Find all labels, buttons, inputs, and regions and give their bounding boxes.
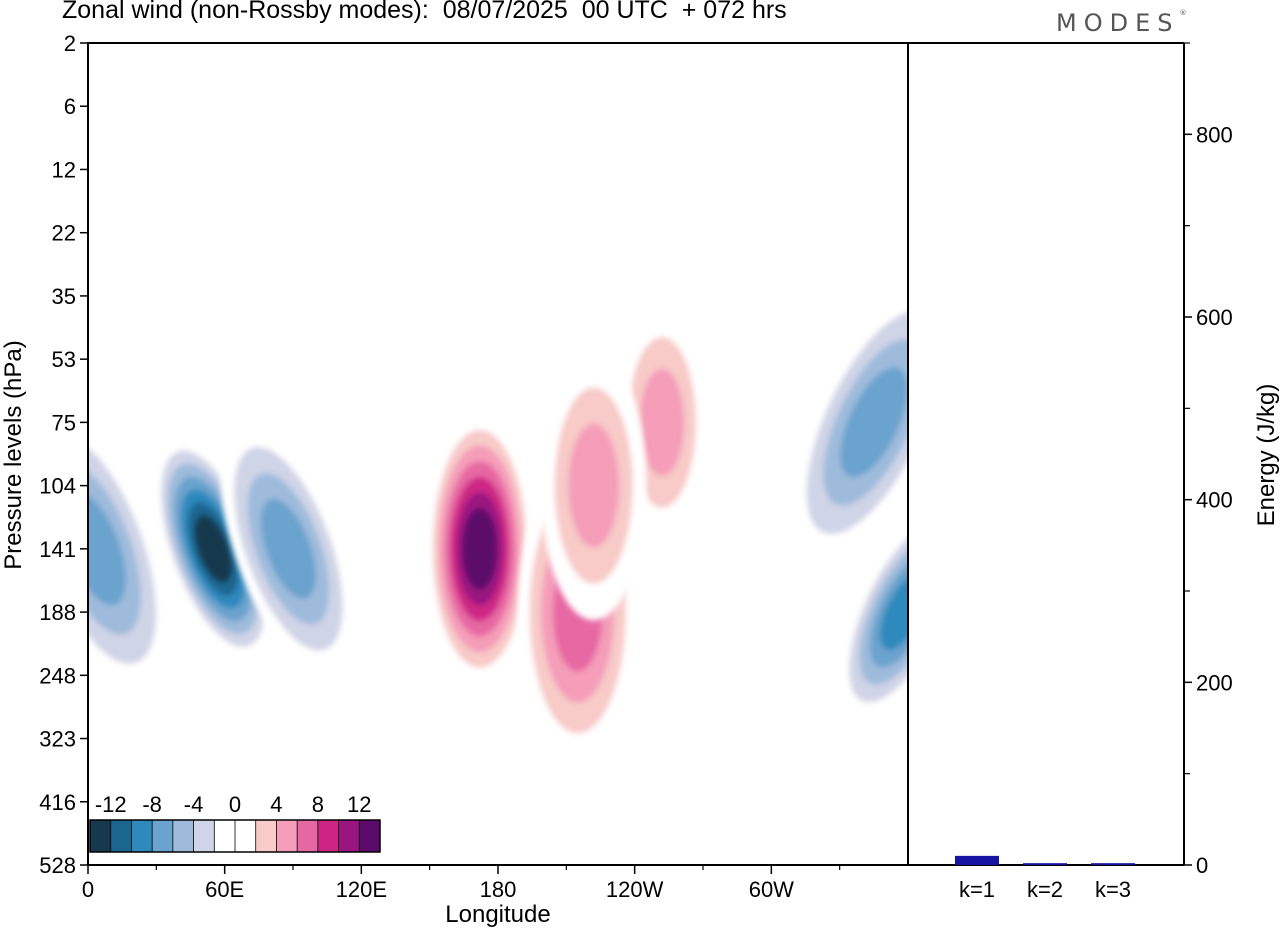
- y-tick-label: 53: [52, 347, 76, 372]
- brand-mark: ®: [1179, 9, 1187, 17]
- colorbar-label: 4: [270, 792, 282, 817]
- x-tick-label: 120E: [336, 877, 387, 902]
- x-axis-label: Longitude: [445, 901, 550, 928]
- colorbar-swatch: [110, 820, 132, 852]
- y-tick-label: 248: [39, 663, 76, 688]
- y-tick-label: 416: [39, 790, 76, 815]
- colorbar-label: -8: [142, 792, 162, 817]
- y-tick-label: 22: [52, 221, 76, 246]
- brand-text: MODES: [1056, 9, 1180, 37]
- colorbar-label: 12: [347, 792, 371, 817]
- colorbar-swatch: [214, 820, 236, 852]
- energy-bar: [1023, 863, 1067, 865]
- energy-bar-label: k=3: [1095, 877, 1131, 902]
- energy-bar: [955, 855, 999, 865]
- y-tick-label: 104: [39, 474, 76, 499]
- energy-bars: k=1 k=2 k=3: [955, 855, 1135, 902]
- y-tick-label: 2: [64, 31, 76, 56]
- colorbar-label: -4: [184, 792, 204, 817]
- wind-contour: [88, 492, 126, 606]
- colorbar-label: -12: [95, 792, 127, 817]
- wind-contour: [840, 367, 908, 478]
- colorbar-swatch: [359, 820, 381, 852]
- wind-feature: [426, 414, 533, 684]
- colorbar-swatch: [276, 820, 298, 852]
- energy-bar: [1091, 863, 1135, 865]
- energy-bar-label: k=2: [1027, 877, 1063, 902]
- energy-tick-label: 200: [1196, 670, 1233, 695]
- colorbar-swatch: [317, 820, 340, 852]
- colorbar-swatch: [255, 820, 277, 852]
- y-tick-label: 75: [52, 410, 76, 435]
- y-tick-label: 35: [52, 284, 76, 309]
- brand-logo: MODES®: [1056, 9, 1186, 37]
- y-tick-label: 12: [52, 157, 76, 182]
- energy-axis: 0 200 400 600 800: [1184, 42, 1233, 878]
- x-tick-label: 0: [82, 877, 94, 902]
- colorbar-swatch: [193, 820, 215, 852]
- colorbar-swatch: [338, 820, 360, 852]
- energy-bar-label: k=1: [959, 877, 995, 902]
- y-tick-label: 528: [39, 853, 76, 878]
- wind-feature: [789, 282, 908, 563]
- energy-tick-label: 400: [1196, 488, 1233, 513]
- wind-contour: [880, 574, 908, 650]
- wind-feature: [154, 437, 273, 660]
- wind-contour: [568, 423, 619, 548]
- y-tick-label: 6: [64, 94, 76, 119]
- energy-panel-frame: [908, 42, 1185, 866]
- x-tick-label: 180: [480, 877, 517, 902]
- wind-contour: [194, 515, 232, 583]
- colorbar-swatch: [90, 820, 112, 852]
- x-tick-label: 60E: [205, 877, 244, 902]
- chart-title: Zonal wind (non-Rossby modes): 08/07/202…: [62, 0, 787, 24]
- colorbar-label: 0: [229, 792, 241, 817]
- wind-feature: [838, 504, 908, 720]
- wind-feature: [88, 404, 172, 694]
- wind-contour: [640, 368, 684, 477]
- heatmap-field: [88, 282, 908, 765]
- y-tick-label: 188: [39, 600, 76, 625]
- x-tick-label: 120W: [606, 877, 664, 902]
- colorbar-swatch: [235, 820, 257, 852]
- energy-tick-label: 0: [1196, 853, 1208, 878]
- longitude-axis: 0 60E 120E 180 120W 60W: [82, 865, 841, 902]
- colorbar-swatch: [172, 820, 195, 852]
- energy-tick-label: 600: [1196, 305, 1233, 330]
- wind-feature: [220, 421, 357, 677]
- colorbar-swatch: [297, 820, 319, 852]
- x-tick-label: 60W: [749, 877, 794, 902]
- colorbar: -12 -8 -4 0 4 8 12: [89, 792, 381, 853]
- wind-contour: [261, 498, 316, 599]
- colorbar-swatch: [152, 820, 174, 852]
- y-axis-label: Pressure levels (hPa): [0, 340, 27, 569]
- y-tick-label: 141: [39, 537, 76, 562]
- wind-feature: [540, 351, 647, 621]
- colorbar-swatch: [131, 820, 153, 852]
- y-tick-label: 323: [39, 727, 76, 752]
- wind-contour: [462, 507, 498, 590]
- energy-tick-label: 800: [1196, 122, 1233, 147]
- energy-axis-label: Energy (J/kg): [1253, 384, 1280, 527]
- colorbar-label: 8: [312, 792, 324, 817]
- pressure-axis: 2 6 12 22 35 53 75 104 141 188 248 323 416 528: [39, 31, 88, 878]
